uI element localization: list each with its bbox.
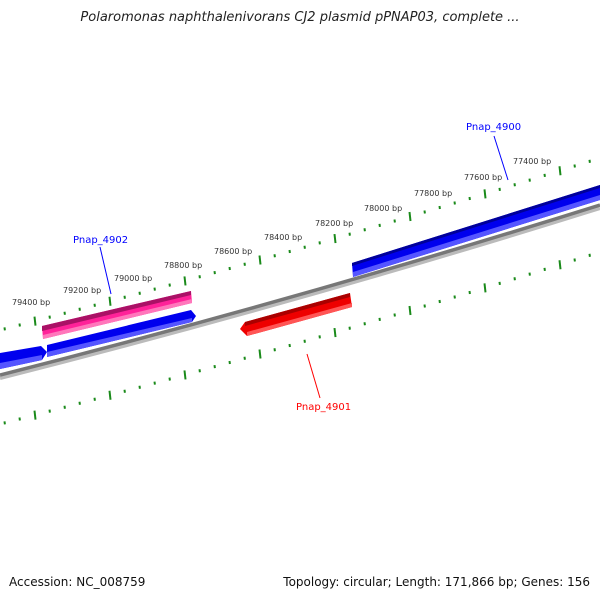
tick-label: 77600 bp — [464, 173, 502, 182]
major-tick — [258, 349, 262, 359]
gene-label-pnap-4900[interactable]: Pnap_4900 — [466, 122, 521, 133]
major-tick — [333, 233, 337, 244]
tick-label: 77800 bp — [414, 189, 452, 198]
tick-label: 78800 bp — [164, 261, 202, 270]
inner-tick-ring — [3, 253, 591, 425]
gene-label-pnap-4902[interactable]: Pnap_4902 — [73, 235, 128, 246]
gene-pnap-4900[interactable] — [352, 185, 600, 277]
tick-label: 79200 bp — [63, 286, 101, 295]
tick-label: 77400 bp — [513, 157, 551, 166]
tick-label: 78200 bp — [315, 219, 353, 228]
accession-text: Accession: NC_008759 — [9, 575, 146, 589]
major-tick — [483, 283, 487, 293]
tick-label: 79000 bp — [114, 274, 152, 283]
major-tick — [483, 189, 487, 199]
gene-pink[interactable] — [42, 291, 192, 339]
map-title: Polaromonas naphthalenivorans CJ2 plasmi… — [80, 10, 520, 25]
backbone — [0, 203, 600, 377]
major-tick — [108, 296, 112, 306]
gene-far-left[interactable] — [0, 346, 47, 369]
major-tick — [108, 390, 112, 400]
major-tick — [258, 255, 262, 265]
label-leader-line — [99, 246, 112, 295]
major-tick — [558, 260, 562, 270]
tick-label: 79400 bp — [12, 298, 50, 307]
tick-labels: 79400 bp 79200 bp 79000 bp 78800 bp 78600 bp… — [12, 157, 551, 307]
major-tick — [558, 166, 562, 176]
gene-label-pnap-4901[interactable]: Pnap_4901 — [296, 402, 351, 413]
major-tick — [183, 276, 187, 286]
major-tick — [408, 305, 412, 316]
major-tick — [408, 211, 412, 222]
major-tick — [33, 316, 37, 326]
gene-pnap-4901[interactable] — [240, 293, 352, 336]
major-tick — [33, 410, 37, 420]
outer-tick-ring — [3, 159, 591, 331]
backbone-shadow — [0, 206, 600, 380]
label-leader-line — [493, 135, 509, 181]
major-tick — [333, 327, 337, 338]
major-tick — [183, 370, 187, 380]
summary-text: Topology: circular; Length: 171,866 bp; … — [283, 575, 590, 589]
tick-label: 78600 bp — [214, 247, 252, 256]
tick-label: 78400 bp — [264, 233, 302, 242]
gene-pnap-4902[interactable] — [47, 310, 196, 357]
label-leader-line — [306, 353, 321, 399]
tick-label: 78000 bp — [364, 204, 402, 213]
